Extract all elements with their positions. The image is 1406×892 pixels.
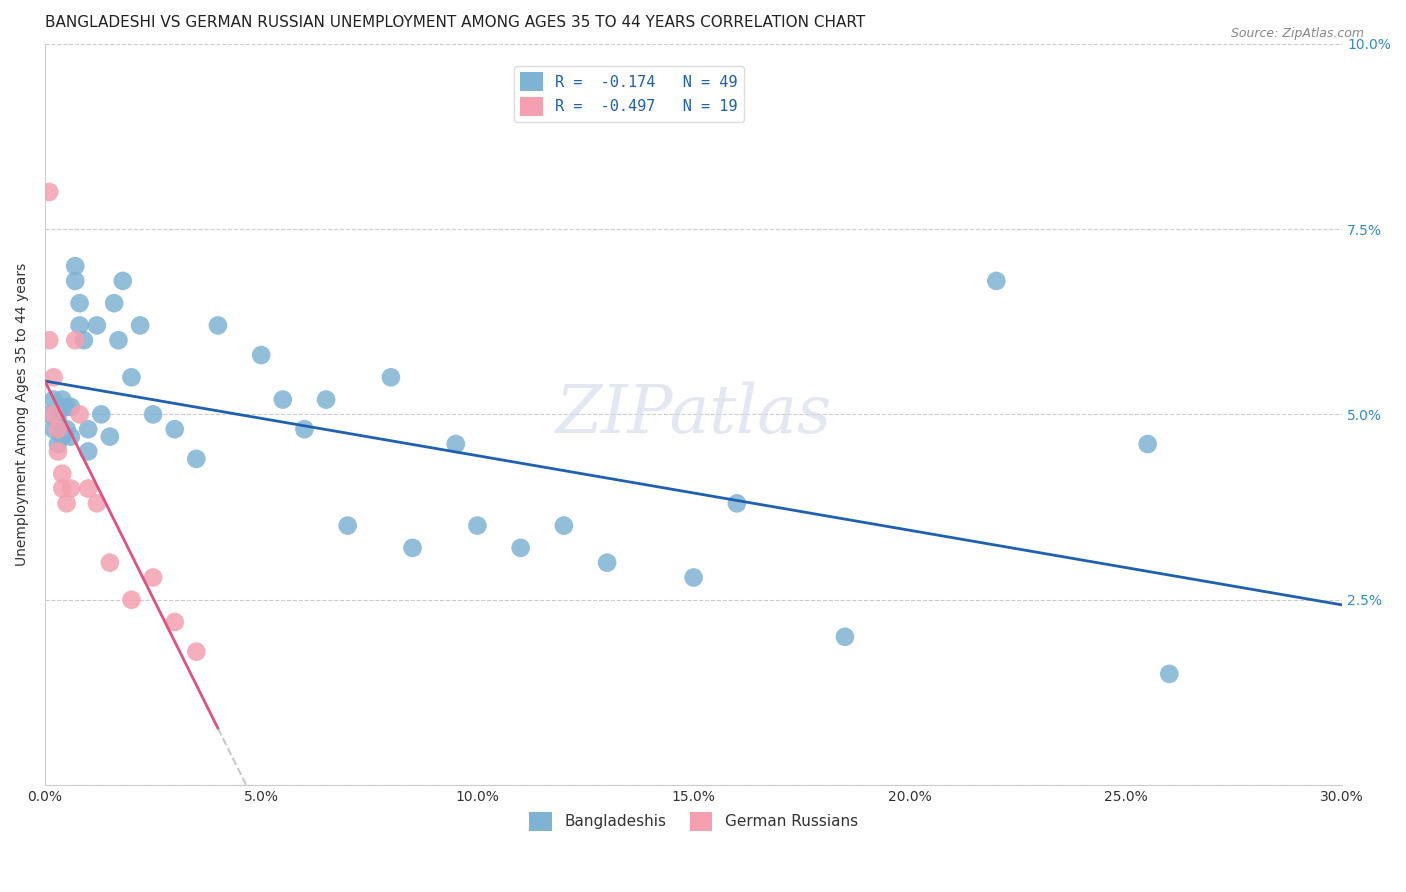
Point	[98, 556, 121, 570]
Text: Source: ZipAtlas.com: Source: ZipAtlas.com	[1230, 27, 1364, 40]
Point	[509, 541, 531, 555]
Point	[294, 422, 316, 436]
Point	[401, 541, 423, 555]
Point	[98, 429, 121, 443]
Point	[65, 333, 87, 347]
Point	[120, 370, 142, 384]
Point	[59, 482, 82, 496]
Point	[38, 185, 60, 199]
Point	[86, 318, 108, 333]
Point	[163, 615, 186, 629]
Point	[207, 318, 229, 333]
Point	[51, 429, 73, 443]
Legend: Bangladeshis, German Russians: Bangladeshis, German Russians	[523, 805, 863, 837]
Point	[834, 630, 856, 644]
Y-axis label: Unemployment Among Ages 35 to 44 years: Unemployment Among Ages 35 to 44 years	[15, 263, 30, 566]
Point	[46, 415, 69, 429]
Point	[86, 496, 108, 510]
Point	[65, 259, 87, 273]
Point	[107, 333, 129, 347]
Point	[51, 392, 73, 407]
Point	[69, 296, 91, 310]
Point	[46, 444, 69, 458]
Point	[250, 348, 273, 362]
Point	[682, 570, 704, 584]
Point	[77, 482, 100, 496]
Point	[186, 451, 208, 466]
Point	[467, 518, 489, 533]
Point	[142, 570, 165, 584]
Point	[77, 444, 100, 458]
Point	[69, 318, 91, 333]
Point	[129, 318, 152, 333]
Point	[59, 429, 82, 443]
Point	[111, 274, 134, 288]
Point	[38, 333, 60, 347]
Point	[55, 422, 77, 436]
Point	[55, 400, 77, 414]
Point	[51, 467, 73, 481]
Point	[42, 422, 65, 436]
Point	[142, 408, 165, 422]
Text: ZIPatlas: ZIPatlas	[555, 382, 832, 447]
Point	[1159, 666, 1181, 681]
Point	[38, 408, 60, 422]
Point	[103, 296, 125, 310]
Point	[553, 518, 575, 533]
Point	[120, 592, 142, 607]
Point	[46, 422, 69, 436]
Text: BANGLADESHI VS GERMAN RUSSIAN UNEMPLOYMENT AMONG AGES 35 TO 44 YEARS CORRELATION: BANGLADESHI VS GERMAN RUSSIAN UNEMPLOYME…	[45, 15, 865, 30]
Point	[271, 392, 294, 407]
Point	[596, 556, 619, 570]
Point	[42, 370, 65, 384]
Point	[46, 408, 69, 422]
Point	[315, 392, 337, 407]
Point	[73, 333, 96, 347]
Point	[59, 400, 82, 414]
Point	[42, 392, 65, 407]
Point	[1136, 437, 1159, 451]
Point	[77, 422, 100, 436]
Point	[336, 518, 359, 533]
Point	[725, 496, 748, 510]
Point	[90, 408, 112, 422]
Point	[55, 496, 77, 510]
Point	[186, 645, 208, 659]
Point	[42, 408, 65, 422]
Point	[444, 437, 467, 451]
Point	[986, 274, 1008, 288]
Point	[163, 422, 186, 436]
Point	[46, 437, 69, 451]
Point	[380, 370, 402, 384]
Point	[69, 408, 91, 422]
Point	[51, 482, 73, 496]
Point	[65, 274, 87, 288]
